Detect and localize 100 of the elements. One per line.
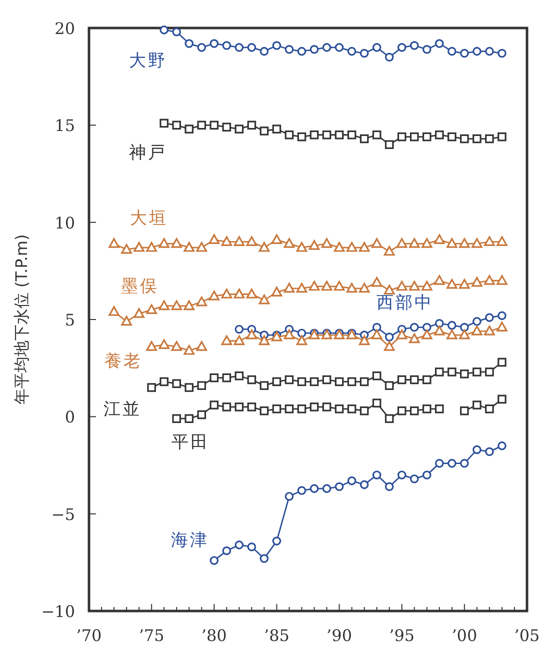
point bbox=[284, 375, 294, 384]
point bbox=[372, 371, 382, 380]
x-tick-label: ’95 bbox=[389, 626, 415, 645]
point bbox=[234, 402, 244, 412]
point bbox=[308, 280, 320, 291]
point bbox=[410, 41, 419, 50]
y-tick-label: 0 bbox=[64, 408, 75, 427]
point bbox=[334, 130, 344, 140]
point bbox=[472, 317, 482, 326]
point bbox=[408, 333, 420, 344]
point bbox=[372, 43, 382, 52]
point bbox=[347, 476, 356, 486]
point bbox=[221, 335, 232, 346]
point bbox=[384, 140, 394, 149]
point bbox=[158, 339, 170, 349]
point bbox=[158, 300, 170, 310]
point bbox=[358, 242, 370, 252]
point bbox=[410, 132, 419, 142]
point bbox=[360, 134, 369, 144]
point bbox=[422, 375, 432, 384]
point bbox=[284, 329, 295, 340]
point bbox=[222, 402, 232, 412]
point bbox=[448, 46, 456, 56]
point bbox=[396, 238, 408, 248]
point bbox=[498, 311, 506, 320]
point bbox=[360, 480, 369, 490]
point bbox=[210, 373, 219, 382]
point bbox=[397, 375, 406, 384]
point bbox=[322, 375, 332, 384]
point bbox=[208, 234, 220, 244]
point bbox=[310, 484, 319, 493]
series-label: 江並 bbox=[104, 400, 142, 420]
x-tick-label: ’85 bbox=[264, 626, 290, 645]
point bbox=[234, 288, 245, 298]
point bbox=[460, 48, 469, 58]
point bbox=[360, 377, 369, 386]
point bbox=[297, 46, 306, 56]
point bbox=[472, 134, 482, 144]
point bbox=[485, 46, 494, 56]
point bbox=[334, 242, 345, 252]
point bbox=[446, 238, 458, 248]
point bbox=[484, 326, 495, 336]
point bbox=[271, 234, 282, 244]
point bbox=[210, 120, 219, 130]
point bbox=[172, 120, 181, 130]
point bbox=[184, 39, 194, 48]
point bbox=[222, 373, 232, 382]
point bbox=[334, 482, 344, 492]
point bbox=[448, 368, 456, 376]
point bbox=[184, 300, 195, 310]
point bbox=[498, 48, 506, 58]
point bbox=[434, 275, 445, 285]
point bbox=[397, 406, 406, 416]
point bbox=[222, 122, 232, 132]
point bbox=[435, 318, 444, 328]
y-tick-label: 5 bbox=[64, 310, 75, 330]
point bbox=[158, 238, 170, 248]
point bbox=[410, 474, 419, 484]
point bbox=[498, 132, 506, 142]
point bbox=[485, 313, 494, 322]
point bbox=[221, 236, 232, 246]
point bbox=[222, 546, 232, 556]
point bbox=[435, 368, 444, 376]
point bbox=[272, 404, 282, 414]
point bbox=[397, 132, 406, 142]
point bbox=[146, 304, 157, 314]
point bbox=[485, 134, 494, 144]
point bbox=[384, 52, 394, 62]
point bbox=[247, 375, 256, 384]
point bbox=[234, 124, 244, 134]
point bbox=[184, 124, 194, 134]
series-label: 大垣 bbox=[130, 208, 168, 229]
point bbox=[196, 341, 208, 351]
point bbox=[197, 381, 206, 390]
point bbox=[234, 324, 244, 334]
point bbox=[171, 341, 182, 351]
point bbox=[360, 48, 369, 58]
point bbox=[197, 120, 206, 130]
point bbox=[284, 492, 294, 501]
point bbox=[184, 242, 195, 252]
point bbox=[459, 278, 470, 289]
point bbox=[448, 458, 456, 468]
y-axis-title: 年平均地下水位 (T.P.m) bbox=[12, 234, 31, 405]
point bbox=[284, 130, 294, 140]
point bbox=[460, 134, 469, 144]
point bbox=[372, 130, 382, 140]
point bbox=[260, 406, 269, 416]
point bbox=[460, 458, 469, 468]
point bbox=[296, 335, 308, 346]
point bbox=[246, 236, 258, 246]
x-tick-label: ’75 bbox=[138, 626, 164, 645]
point bbox=[284, 404, 294, 414]
point bbox=[372, 398, 382, 408]
point bbox=[210, 400, 219, 410]
point bbox=[221, 288, 232, 298]
point bbox=[371, 238, 382, 248]
point bbox=[334, 377, 344, 386]
point bbox=[210, 556, 219, 565]
point bbox=[147, 383, 156, 392]
point bbox=[422, 132, 432, 142]
